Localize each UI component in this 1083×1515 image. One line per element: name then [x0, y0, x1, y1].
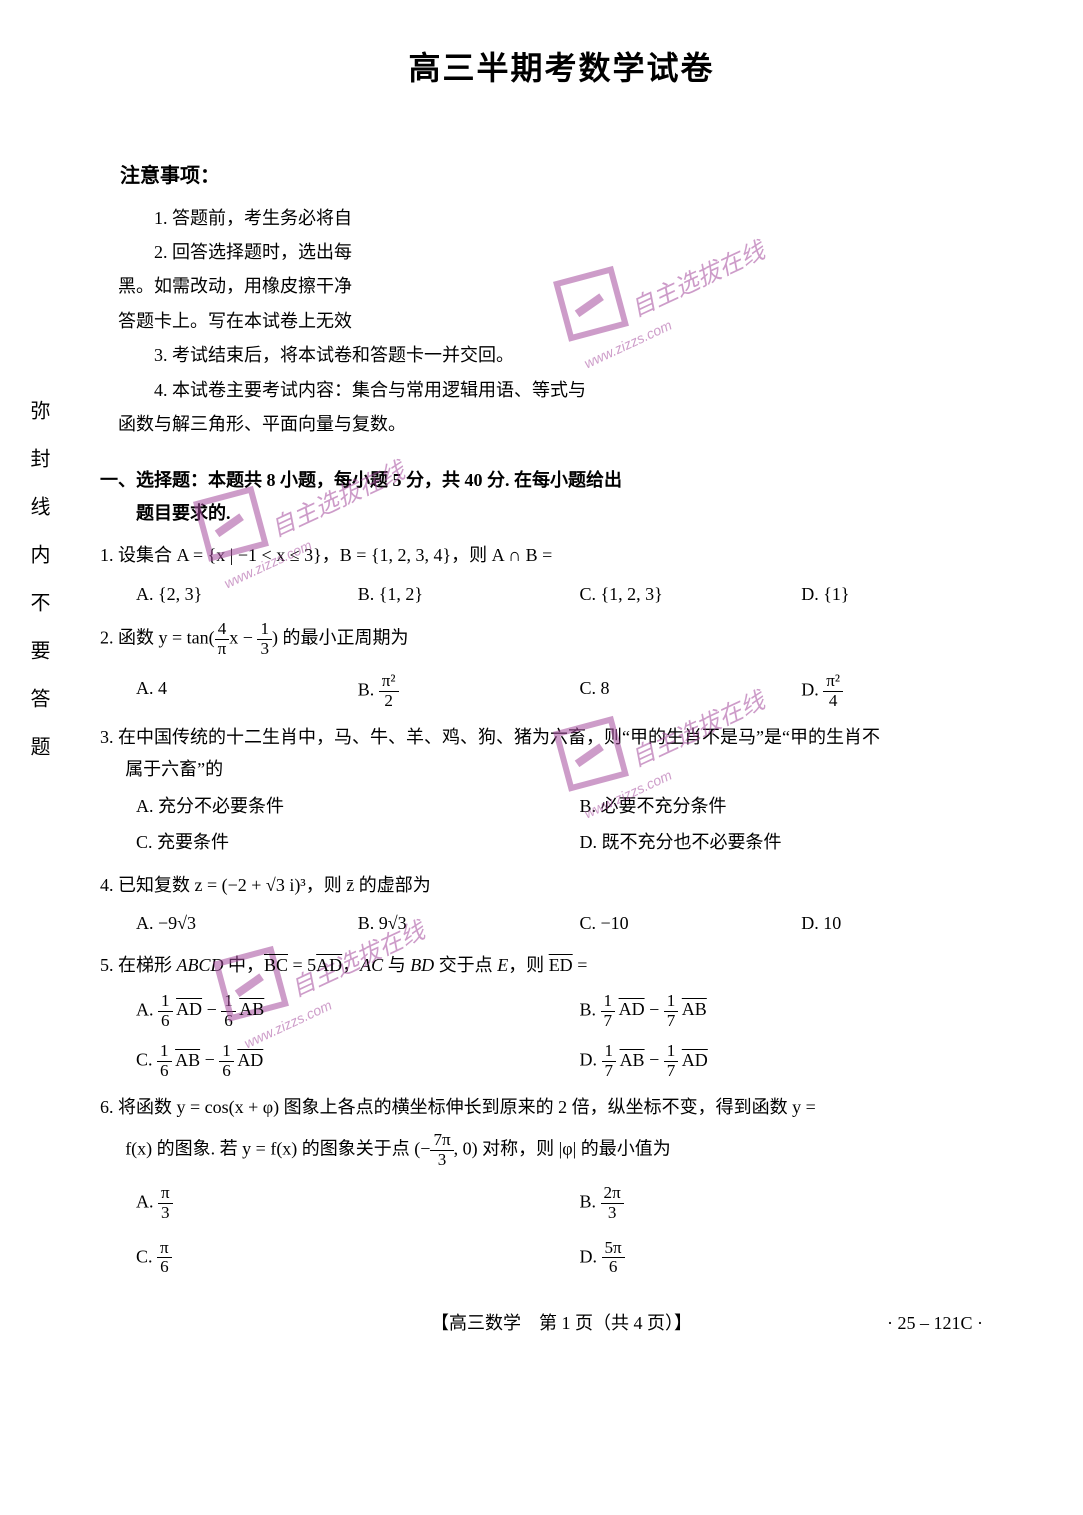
q5-choice-d: D. 17 AB − 17 AD: [580, 1042, 1024, 1081]
q3-choice-d: D. 既不充分也不必要条件: [580, 826, 1024, 858]
q3-choice-b: B. 必要不充分条件: [580, 790, 1024, 822]
q2-choice-c: C. 8: [580, 672, 802, 711]
q2-stem: 2. 函数 y = tan(4πx − 13) 的最小正周期为: [100, 620, 1023, 659]
exam-page: 弥封线内不要答题 高三半期考数学试卷 自主选拔在线 www.zizzs.com …: [0, 0, 1083, 1470]
q5-stem: 5. 在梯形 ABCD 中，BC = 5AD，AC 与 BD 交于点 E，则 E…: [100, 949, 1023, 981]
q6-choice-a: A. π3: [136, 1184, 580, 1223]
notice-cont: 答题卡上。写在本试卷上无效: [100, 305, 1023, 337]
notice-item: 3. 考试结束后，将本试卷和答题卡一并交回。: [100, 339, 1023, 371]
section-1-sub: 题目要求的.: [100, 497, 1023, 529]
section-1-head: 一、选择题：本题共 8 小题，每小题 5 分，共 40 分. 在每小题给出: [100, 464, 1023, 496]
question-5: 5. 在梯形 ABCD 中，BC = 5AD，AC 与 BD 交于点 E，则 E…: [100, 949, 1023, 1081]
q6-choice-d: D. 5π6: [580, 1239, 1024, 1278]
q4-stem: 4. 已知复数 z = (−2 + √3 i)³，则 z̄ 的虚部为: [100, 869, 1023, 901]
q6-stem: 6. 将函数 y = cos(x + φ) 图象上各点的横坐标伸长到原来的 2 …: [100, 1091, 1023, 1123]
q2-choice-d: D. π²4: [801, 672, 1023, 711]
notice-item: 4. 本试卷主要考试内容：集合与常用逻辑用语、等式与: [100, 374, 1023, 406]
page-code: · 25 – 121C ·: [887, 1307, 983, 1339]
q6-cont: f(x) 的图象. 若 y = f(x) 的图象关于点 (−7π3, 0) 对称…: [125, 1131, 1023, 1170]
question-2: 2. 函数 y = tan(4πx − 13) 的最小正周期为 A. 4 B. …: [100, 620, 1023, 711]
page-footer: 【高三数学 第 1 页（共 4 页）】 · 25 – 121C ·: [100, 1307, 1023, 1339]
q4-choice-d: D. 10: [801, 907, 1023, 939]
q6-choice-b: B. 2π3: [580, 1184, 1024, 1223]
q3-choice-c: C. 充要条件: [136, 826, 580, 858]
question-3: 3. 在中国传统的十二生肖中，马、牛、羊、鸡、狗、猪为六畜，则“甲的生肖不是马”…: [100, 721, 1023, 859]
q4-choice-b: B. 9√3: [358, 907, 580, 939]
notice-item: 1. 答题前，考生务必将自: [100, 202, 1023, 234]
q1-choice-d: D. {1}: [801, 578, 1023, 610]
q3-stem: 3. 在中国传统的十二生肖中，马、牛、羊、鸡、狗、猪为六畜，则“甲的生肖不是马”…: [100, 721, 1023, 753]
q1-choice-a: A. {2, 3}: [136, 578, 358, 610]
q5-choice-b: B. 17 AD − 17 AB: [580, 992, 1024, 1031]
question-6: 6. 将函数 y = cos(x + φ) 图象上各点的横坐标伸长到原来的 2 …: [100, 1091, 1023, 1277]
q5-choice-a: A. 16 AD − 16 AB: [136, 992, 580, 1031]
pager-text: 【高三数学 第 1 页（共 4 页）】: [431, 1313, 692, 1333]
q3-choice-a: A. 充分不必要条件: [136, 790, 580, 822]
notice-cont: 黑。如需改动，用橡皮擦干净: [100, 270, 1023, 302]
binding-label: 弥封线内不要答题: [20, 400, 56, 784]
q1-stem: 1. 设集合 A = {x | −1 < x ≤ 3}，B = {1, 2, 3…: [100, 539, 1023, 571]
notice-item: 2. 回答选择题时，选出每: [100, 236, 1023, 268]
q4-choice-c: C. −10: [580, 907, 802, 939]
q2-choice-b: B. π²2: [358, 672, 580, 711]
q3-cont: 属于六畜”的: [125, 753, 1023, 785]
q6-choice-c: C. π6: [136, 1239, 580, 1278]
q5-choice-c: C. 16 AB − 16 AD: [136, 1042, 580, 1081]
q1-choice-b: B. {1, 2}: [358, 578, 580, 610]
q2-choice-a: A. 4: [136, 672, 358, 711]
q4-choice-a: A. −9√3: [136, 907, 358, 939]
q1-choice-c: C. {1, 2, 3}: [580, 578, 802, 610]
notice-cont: 函数与解三角形、平面向量与复数。: [100, 408, 1023, 440]
notice-heading: 注意事项：: [100, 158, 1023, 194]
question-1: 1. 设集合 A = {x | −1 < x ≤ 3}，B = {1, 2, 3…: [100, 539, 1023, 610]
exam-title: 高三半期考数学试卷: [100, 40, 1023, 98]
question-4: 4. 已知复数 z = (−2 + √3 i)³，则 z̄ 的虚部为 A. −9…: [100, 869, 1023, 940]
